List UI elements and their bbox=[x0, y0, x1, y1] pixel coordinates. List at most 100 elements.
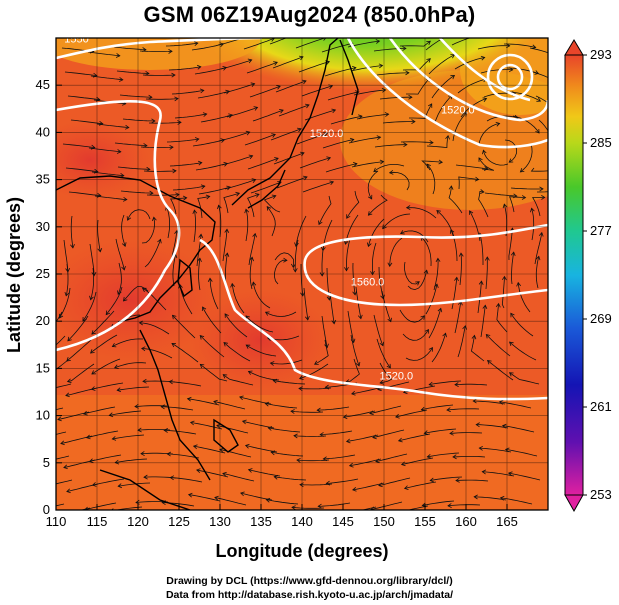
streamline bbox=[529, 47, 548, 54]
streamline bbox=[242, 420, 275, 429]
streamline-arrow bbox=[475, 422, 480, 428]
streamline bbox=[509, 372, 540, 385]
y-tick-label: 5 bbox=[43, 455, 50, 470]
streamline-arrow bbox=[420, 315, 425, 320]
streamline-arrow bbox=[89, 349, 95, 354]
streamline bbox=[323, 454, 356, 460]
streamline-arrow bbox=[199, 88, 205, 94]
streamline-arrow bbox=[426, 58, 431, 63]
streamline bbox=[485, 257, 488, 290]
streamline bbox=[223, 342, 251, 362]
streamline bbox=[231, 283, 245, 314]
streamline-arrow bbox=[323, 132, 328, 137]
streamline bbox=[249, 85, 281, 98]
streamline-arrow bbox=[379, 159, 385, 165]
x-tick-label: 145 bbox=[332, 514, 354, 529]
streamline bbox=[373, 48, 406, 52]
streamline bbox=[65, 167, 98, 173]
streamline-arrow bbox=[121, 242, 127, 247]
streamline bbox=[216, 425, 249, 434]
streamline bbox=[352, 482, 385, 491]
streamline bbox=[167, 453, 200, 459]
streamline bbox=[531, 208, 535, 241]
streamline-arrow bbox=[405, 205, 411, 210]
streamline-arrow bbox=[486, 360, 492, 365]
streamline-arrow bbox=[449, 430, 454, 436]
streamline bbox=[222, 374, 254, 386]
streamline-arrow bbox=[399, 509, 400, 510]
streamline-arrow bbox=[267, 426, 273, 431]
streamline-arrow bbox=[411, 119, 416, 124]
streamline bbox=[91, 171, 124, 177]
streamline bbox=[452, 112, 467, 142]
streamline-arrow bbox=[91, 272, 97, 277]
streamline-arrow bbox=[168, 379, 174, 385]
streamline bbox=[56, 431, 67, 435]
streamline-arrow bbox=[115, 53, 121, 58]
streamline bbox=[188, 494, 221, 502]
streamline-arrow bbox=[429, 477, 435, 483]
streamline bbox=[389, 171, 410, 191]
streamline-arrow bbox=[373, 167, 378, 173]
streamline bbox=[244, 134, 276, 146]
streamline bbox=[502, 425, 535, 433]
streamline-arrow bbox=[97, 247, 103, 253]
streamline-arrow bbox=[379, 379, 385, 385]
streamline bbox=[62, 143, 95, 148]
streamline bbox=[499, 401, 532, 409]
streamline bbox=[500, 497, 533, 505]
x-tick-label: 150 bbox=[373, 514, 395, 529]
streamline bbox=[224, 179, 256, 190]
streamline bbox=[172, 315, 196, 339]
streamline bbox=[352, 262, 356, 295]
streamline-arrow bbox=[324, 343, 329, 349]
streamline-arrow bbox=[395, 413, 400, 419]
streamline bbox=[360, 506, 377, 510]
streamline-arrow bbox=[521, 195, 527, 200]
streamline bbox=[320, 430, 353, 435]
streamline-arrow bbox=[300, 292, 305, 297]
streamline-arrow bbox=[428, 347, 433, 352]
streamline-arrow bbox=[535, 128, 540, 134]
streamline-arrow bbox=[423, 430, 429, 436]
streamline bbox=[376, 338, 391, 369]
streamline bbox=[90, 334, 118, 354]
streamline-arrow bbox=[484, 256, 490, 261]
streamline-arrow bbox=[42, 376, 46, 380]
streamline-arrow bbox=[123, 196, 128, 202]
streamline-arrow bbox=[143, 474, 148, 480]
streamline bbox=[421, 404, 454, 411]
streamline-arrow bbox=[291, 505, 296, 510]
streamline-arrow bbox=[378, 63, 384, 69]
streamline-arrow bbox=[224, 313, 229, 318]
streamline-arrow bbox=[272, 378, 278, 384]
streamline-arrow bbox=[90, 386, 96, 391]
streamline-arrow bbox=[370, 270, 375, 276]
streamline-arrow bbox=[67, 336, 72, 342]
streamline-arrow bbox=[449, 33, 453, 37]
streamline bbox=[314, 339, 329, 365]
streamline-arrow bbox=[479, 34, 483, 38]
y-tick-label: 0 bbox=[43, 502, 50, 517]
y-tick-label: 35 bbox=[36, 172, 50, 187]
streamline-arrow bbox=[303, 175, 308, 181]
streamline-arrow bbox=[274, 157, 279, 162]
streamline-arrow bbox=[449, 229, 455, 234]
streamline bbox=[200, 364, 228, 382]
streamline-arrow bbox=[510, 251, 516, 256]
streamline bbox=[482, 471, 515, 477]
streamline-arrow bbox=[504, 447, 510, 453]
streamline bbox=[70, 119, 103, 125]
streamline-arrow bbox=[428, 103, 433, 108]
streamline bbox=[479, 447, 512, 453]
streamline bbox=[66, 339, 92, 362]
streamline bbox=[121, 214, 126, 247]
streamline-arrow bbox=[352, 486, 357, 492]
streamline-arrow bbox=[455, 477, 460, 483]
streamline bbox=[245, 315, 274, 333]
streamline-arrow bbox=[319, 272, 325, 277]
y-axis-label: Latitude (degrees) bbox=[4, 197, 24, 353]
x-axis-label: Longitude (degrees) bbox=[215, 541, 388, 561]
streamline bbox=[454, 57, 485, 70]
